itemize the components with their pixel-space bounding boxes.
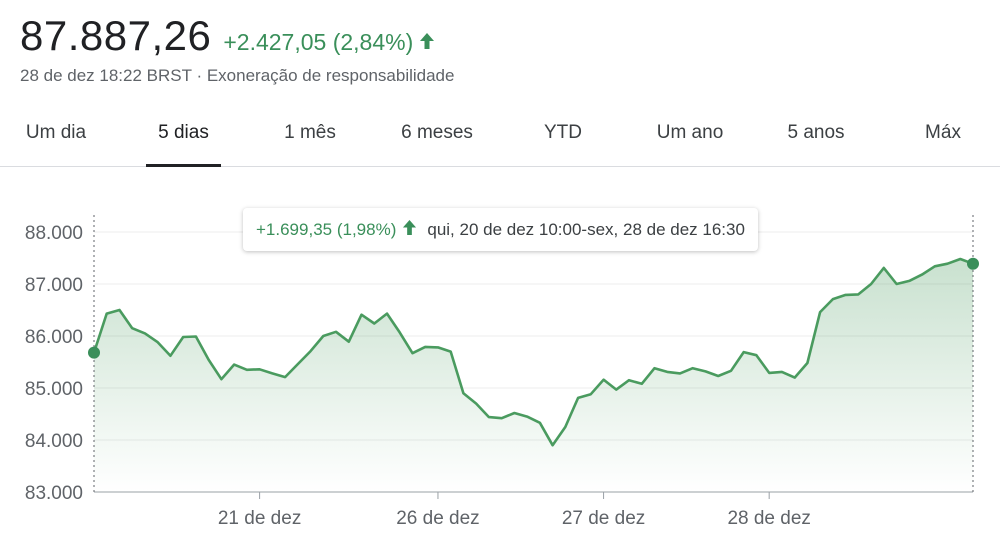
y-tick-label: 84.000 <box>25 431 83 452</box>
tab-um-ano[interactable]: Um ano <box>656 122 724 143</box>
separator: · <box>196 66 203 85</box>
tab-ytd[interactable]: YTD <box>544 122 582 143</box>
quote-meta: 28 de dez 18:22 BRST · Exoneração de res… <box>20 66 454 86</box>
tooltip-range: qui, 20 de dez 10:00-sex, 28 de dez 16:3… <box>427 219 745 239</box>
timestamp: 28 de dez 18:22 BRST <box>20 66 192 85</box>
tab-6-meses[interactable]: 6 meses <box>401 122 473 143</box>
price-line <box>92 257 975 447</box>
x-tick-label: 26 de dez <box>396 508 479 529</box>
y-tick-label: 85.000 <box>25 379 83 400</box>
tab-um-dia[interactable]: Um dia <box>25 122 87 143</box>
y-tick-label: 88.000 <box>25 223 83 244</box>
price-change-text: +2.427,05 (2,84%) <box>223 29 414 55</box>
tab-5-anos[interactable]: 5 anos <box>787 122 845 143</box>
y-tick-label: 83.000 <box>25 483 83 504</box>
tab-1-mes[interactable]: 1 mês <box>284 122 336 143</box>
arrow-up-icon <box>402 219 417 241</box>
x-tick-label: 28 de dez <box>727 508 810 529</box>
tab-5-dias[interactable]: 5 dias <box>146 100 221 167</box>
range-start-point[interactable] <box>88 346 100 359</box>
y-tick-label: 86.000 <box>25 327 83 348</box>
tab-max[interactable]: Máx <box>925 122 961 143</box>
range-tooltip: +1.699,35 (1,98%) qui, 20 de dez 10:00-s… <box>243 208 758 251</box>
arrow-up-icon <box>419 29 435 56</box>
x-tick-label: 27 de dez <box>562 508 645 529</box>
current-price: 87.887,26 <box>20 12 212 59</box>
range-end-point[interactable] <box>967 257 979 270</box>
y-axis: 88.000 87.000 86.000 85.000 84.000 83.000 <box>25 223 83 504</box>
price-area <box>94 259 973 492</box>
quote-header: 87.887,26 +2.427,05 (2,84%) 28 de dez 18… <box>20 12 454 86</box>
range-tabs: Um dia 5 dias 1 mês 6 meses YTD Um ano 5… <box>0 100 1000 167</box>
disclaimer-link[interactable]: Exoneração de responsabilidade <box>206 66 455 85</box>
x-axis: 21 de dez 26 de dez 27 de dez 28 de dez <box>218 492 811 529</box>
price-change: +2.427,05 (2,84%) <box>223 29 435 56</box>
y-tick-label: 87.000 <box>25 275 83 296</box>
x-tick-label: 21 de dez <box>218 508 301 529</box>
tooltip-change: +1.699,35 (1,98%) <box>256 219 397 239</box>
